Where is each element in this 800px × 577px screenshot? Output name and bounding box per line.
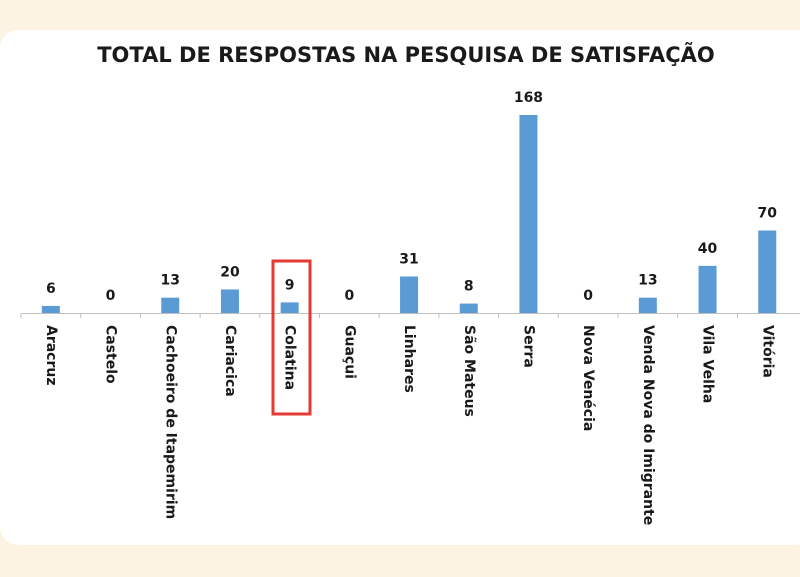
highlight-box (271, 259, 312, 416)
bar (220, 289, 239, 313)
x-tick-label: Vila Velha (700, 325, 716, 403)
x-tick-label: Venda Nova do Imigrante (640, 325, 656, 525)
data-label: 0 (344, 288, 354, 304)
data-label: 31 (399, 251, 418, 267)
x-tick-label: Linhares (401, 325, 417, 393)
x-tick-label: Vitória (759, 325, 775, 378)
data-label: 168 (514, 90, 543, 106)
x-tick-label: Cachoeiro de Itapemirim (162, 325, 178, 519)
x-tick-label: Aracruz (43, 325, 59, 386)
data-label: 13 (161, 273, 180, 289)
chart-title: TOTAL DE RESPOSTAS NA PESQUISA DE SATISF… (97, 42, 715, 67)
bar (41, 305, 60, 313)
bar (519, 115, 538, 313)
bar (161, 297, 180, 313)
bar (400, 276, 419, 313)
data-label: 40 (698, 241, 718, 257)
x-tick-label: Colatina (282, 325, 298, 390)
bar (698, 265, 717, 313)
bar (758, 230, 777, 313)
x-tick-label: Castelo (103, 325, 119, 384)
data-label: 0 (583, 288, 593, 304)
bar (638, 297, 657, 313)
data-label: 6 (46, 281, 56, 297)
data-label: 8 (464, 279, 474, 295)
x-tick-label: Guaçui (341, 325, 357, 379)
x-tick-label: Cariacica (222, 325, 238, 397)
bar (280, 302, 299, 313)
x-tick-label: Serra (520, 325, 536, 368)
bar (459, 303, 478, 313)
card (0, 30, 800, 545)
data-label: 9 (285, 277, 295, 293)
data-label: 70 (758, 206, 778, 222)
x-tick-label: Nova Venécia (580, 325, 596, 431)
x-tick-label: São Mateus (461, 325, 477, 417)
data-label: 0 (106, 288, 116, 304)
data-label: 20 (220, 264, 240, 280)
data-label: 13 (638, 273, 657, 289)
